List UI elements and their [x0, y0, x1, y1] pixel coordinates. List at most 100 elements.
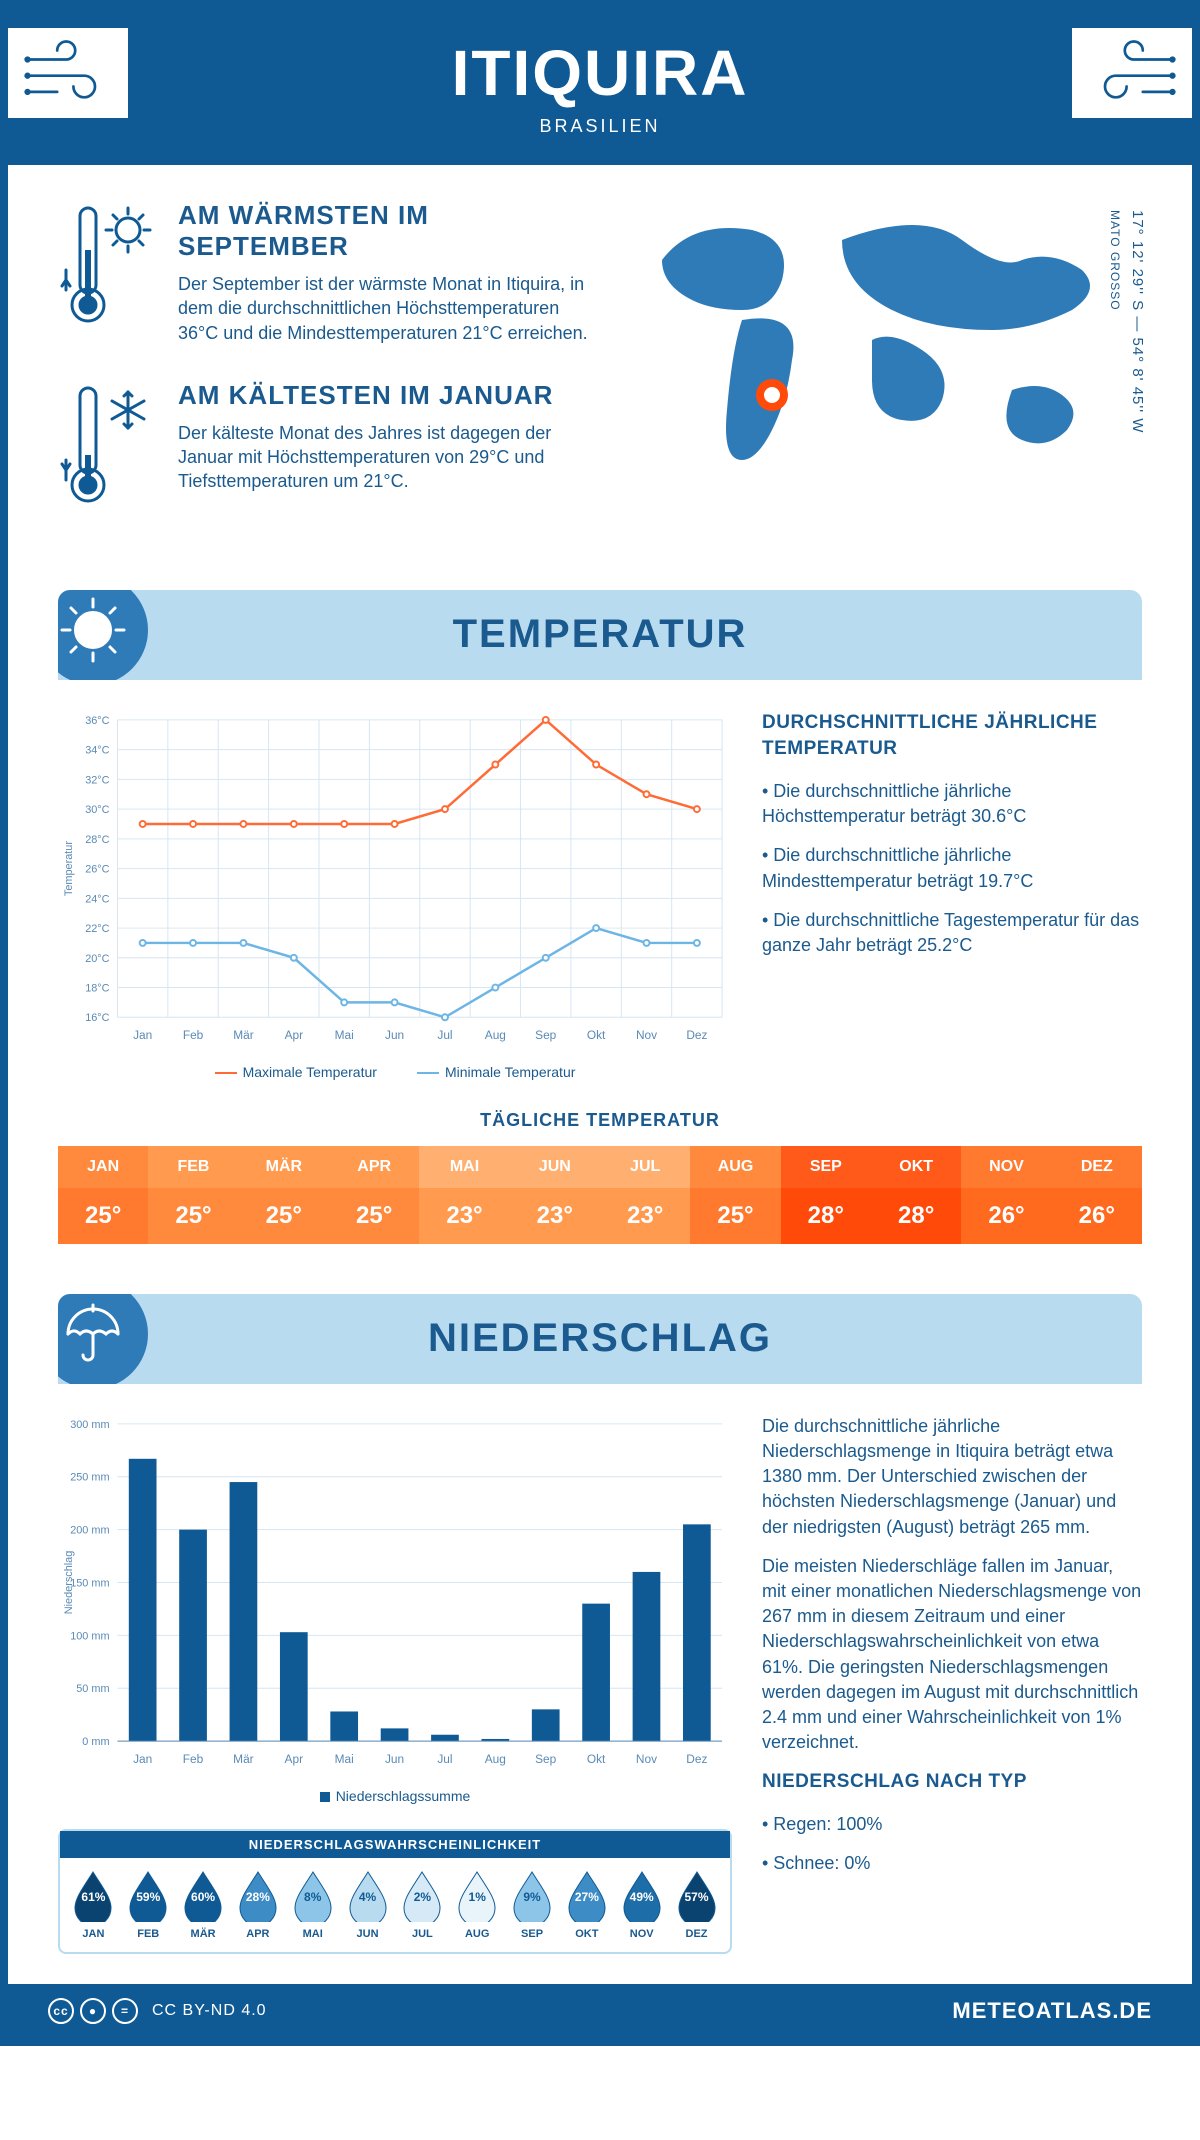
- daily-temp-value: 26°: [961, 1188, 1051, 1244]
- precip-title: NIEDERSCHLAG: [148, 1316, 1052, 1361]
- svg-text:24°C: 24°C: [85, 893, 109, 905]
- precip-chart: 0 mm50 mm100 mm150 mm200 mm250 mm300 mmJ…: [58, 1414, 732, 1804]
- daily-month-header: DEZ: [1052, 1146, 1142, 1188]
- precip-p2: Die meisten Niederschläge fallen im Janu…: [762, 1554, 1142, 1756]
- svg-text:50 mm: 50 mm: [76, 1683, 109, 1695]
- daily-month-header: NOV: [961, 1146, 1051, 1188]
- svg-text:26°C: 26°C: [85, 863, 109, 875]
- daily-temp-value: 26°: [1052, 1188, 1142, 1244]
- precip-p1: Die durchschnittliche jährliche Niedersc…: [762, 1414, 1142, 1540]
- svg-text:Dez: Dez: [686, 1028, 707, 1042]
- svg-text:32°C: 32°C: [85, 774, 109, 786]
- svg-text:200 mm: 200 mm: [70, 1524, 109, 1536]
- probability-drop: 1%AUG: [450, 1870, 505, 1940]
- svg-text:Okt: Okt: [587, 1028, 606, 1042]
- svg-text:Feb: Feb: [183, 1752, 204, 1766]
- daily-month-header: APR: [329, 1146, 419, 1188]
- daily-month-header: MAI: [419, 1146, 509, 1188]
- world-map-icon: [622, 200, 1142, 480]
- legend-precip: Niederschlagssumme: [320, 1788, 471, 1804]
- daily-month-header: MÄR: [239, 1146, 329, 1188]
- probability-drop: 8%MAI: [285, 1870, 340, 1940]
- svg-text:Aug: Aug: [485, 1752, 506, 1766]
- svg-text:Jul: Jul: [437, 1028, 452, 1042]
- svg-text:22°C: 22°C: [85, 923, 109, 935]
- probability-drop: 49%NOV: [614, 1870, 669, 1940]
- svg-text:Sep: Sep: [535, 1028, 557, 1042]
- precip-type-title: NIEDERSCHLAG NACH TYP: [762, 1769, 1142, 1796]
- daily-temp-value: 23°: [600, 1188, 690, 1244]
- svg-text:250 mm: 250 mm: [70, 1472, 109, 1484]
- country-subtitle: BRASILIEN: [48, 116, 1152, 137]
- svg-text:Feb: Feb: [183, 1028, 204, 1042]
- daily-temp-value: 25°: [239, 1188, 329, 1244]
- city-title: ITIQUIRA: [48, 36, 1152, 110]
- svg-text:Temperatur: Temperatur: [63, 841, 75, 896]
- sun-icon: [58, 590, 148, 680]
- svg-text:30°C: 30°C: [85, 804, 109, 816]
- svg-text:Mai: Mai: [335, 1752, 354, 1766]
- svg-text:Mär: Mär: [233, 1028, 253, 1042]
- svg-text:Jan: Jan: [133, 1752, 152, 1766]
- thermometer-hot-icon: [58, 200, 158, 345]
- svg-text:Apr: Apr: [285, 1752, 304, 1766]
- precip-type-bullet: • Schnee: 0%: [762, 1851, 1142, 1876]
- daily-temp-value: 25°: [58, 1188, 148, 1244]
- svg-text:Okt: Okt: [587, 1752, 606, 1766]
- svg-text:20°C: 20°C: [85, 953, 109, 965]
- svg-text:Jun: Jun: [385, 1028, 404, 1042]
- daily-month-header: JAN: [58, 1146, 148, 1188]
- svg-text:Jun: Jun: [385, 1752, 404, 1766]
- legend-min: Minimale Temperatur: [417, 1064, 575, 1080]
- probability-drop: 9%SEP: [505, 1870, 560, 1940]
- umbrella-icon: [58, 1294, 148, 1384]
- daily-temp-value: 28°: [871, 1188, 961, 1244]
- temp-side-title: DURCHSCHNITTLICHE JÄHRLICHE TEMPERATUR: [762, 710, 1142, 763]
- region-label: MATO GROSSO: [1108, 210, 1122, 311]
- probability-drop: 2%JUL: [395, 1870, 450, 1940]
- svg-text:Jan: Jan: [133, 1028, 152, 1042]
- daily-month-header: FEB: [148, 1146, 238, 1188]
- svg-text:36°C: 36°C: [85, 715, 109, 727]
- legend-max: Maximale Temperatur: [215, 1064, 377, 1080]
- brand-label: METEOATLAS.DE: [952, 1998, 1152, 2024]
- coldest-fact: AM KÄLTESTEN IM JANUAR Der kälteste Mona…: [58, 380, 592, 515]
- thermometer-cold-icon: [58, 380, 158, 515]
- hero-header: ITIQUIRA BRASILIEN: [8, 8, 1192, 165]
- daily-temp-title: TÄGLICHE TEMPERATUR: [58, 1110, 1142, 1131]
- daily-temp-value: 28°: [781, 1188, 871, 1244]
- coordinates-label: 17° 12' 29'' S — 54° 8' 45'' W: [1129, 210, 1146, 433]
- daily-temp-table: JANFEBMÄRAPRMAIJUNJULAUGSEPOKTNOVDEZ25°2…: [58, 1146, 1142, 1244]
- license-label: CC BY-ND 4.0: [152, 2002, 267, 2020]
- daily-temp-value: 25°: [329, 1188, 419, 1244]
- warmest-fact: AM WÄRMSTEN IM SEPTEMBER Der September i…: [58, 200, 592, 345]
- probability-drop: 4%JUN: [340, 1870, 395, 1940]
- svg-text:34°C: 34°C: [85, 745, 109, 757]
- precip-section-header: NIEDERSCHLAG: [58, 1294, 1142, 1384]
- daily-temp-value: 23°: [510, 1188, 600, 1244]
- svg-text:Apr: Apr: [285, 1028, 304, 1042]
- probability-drop: 28%APR: [230, 1870, 285, 1940]
- svg-text:28°C: 28°C: [85, 834, 109, 846]
- temperature-title: TEMPERATUR: [148, 612, 1052, 657]
- daily-temp-value: 25°: [148, 1188, 238, 1244]
- wind-icon: [1072, 28, 1192, 118]
- daily-month-header: SEP: [781, 1146, 871, 1188]
- coldest-text: Der kälteste Monat des Jahres ist dagege…: [178, 421, 592, 494]
- svg-text:Mär: Mär: [233, 1752, 253, 1766]
- svg-text:Mai: Mai: [335, 1028, 354, 1042]
- svg-text:300 mm: 300 mm: [70, 1419, 109, 1431]
- daily-month-header: JUN: [510, 1146, 600, 1188]
- svg-text:Niederschlag: Niederschlag: [63, 1551, 75, 1615]
- precip-type-bullet: • Regen: 100%: [762, 1812, 1142, 1837]
- temp-bullet: • Die durchschnittliche Tagestemperatur …: [762, 908, 1142, 958]
- daily-temp-value: 25°: [690, 1188, 780, 1244]
- svg-text:Nov: Nov: [636, 1028, 657, 1042]
- svg-text:16°C: 16°C: [85, 1012, 109, 1024]
- svg-text:18°C: 18°C: [85, 982, 109, 994]
- probability-drop: 59%FEB: [121, 1870, 176, 1940]
- daily-month-header: JUL: [600, 1146, 690, 1188]
- probability-drop: 61%JAN: [66, 1870, 121, 1940]
- probability-drop: 27%OKT: [559, 1870, 614, 1940]
- temp-bullet: • Die durchschnittliche jährliche Höchst…: [762, 779, 1142, 829]
